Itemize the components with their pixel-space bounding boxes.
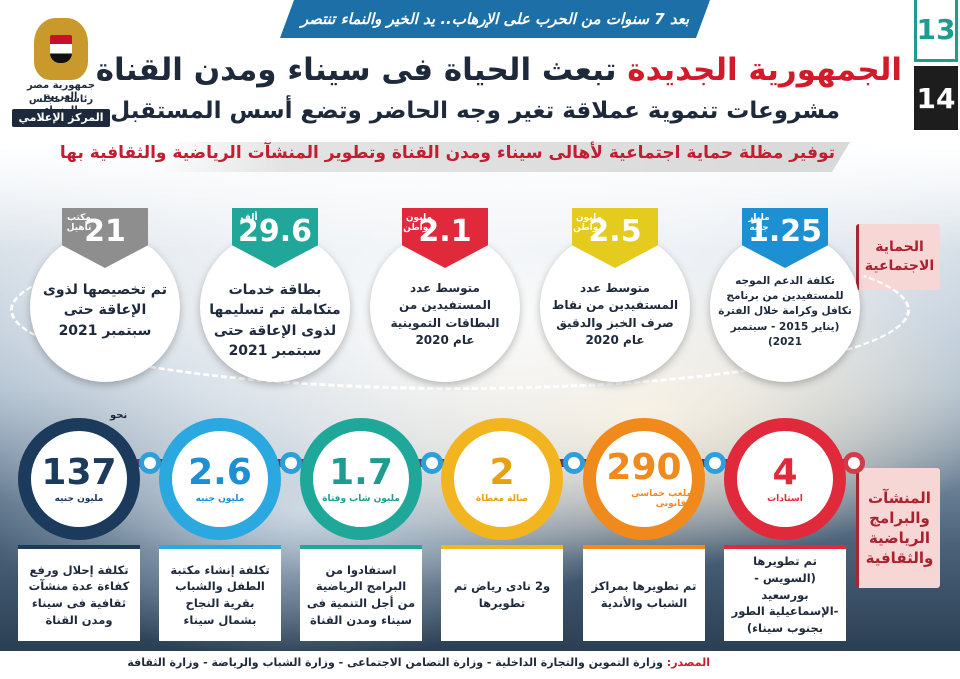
social-item-unit: مكتب تأهيل: [66, 213, 92, 233]
footer-sources: المصدر: وزارة التموين والتجارة الداخلية …: [127, 656, 710, 669]
social-item-1: 1.25 مليار جنيه تكلفة الدعم الموجه للمست…: [710, 208, 860, 382]
footer-label: المصدر:: [666, 656, 710, 669]
sports-item-value: 290: [606, 446, 682, 488]
sports-item-6: 137 مليون جنيه نحو: [18, 410, 148, 548]
sports-item-inner: 137 مليون جنيه: [31, 431, 127, 527]
page-title: الجمهورية الجديدة تبعث الحياة فى سيناء و…: [96, 52, 902, 88]
social-item-value: 29.6: [237, 214, 313, 249]
sports-item-inner: 2.6 مليون جنيه: [172, 431, 268, 527]
sports-item-inner: 2 صالة مغطاة: [454, 431, 550, 527]
timeline-dot: [563, 452, 585, 474]
social-item-text: متوسط عدد المستفيدين من نقاط صرف الخبز و…: [551, 281, 679, 348]
title-rest: تبعث الحياة فى سيناء ومدن القناة: [95, 52, 617, 88]
timeline-dot: [139, 452, 161, 474]
section-label-social: الحماية الاجتماعية: [856, 224, 940, 290]
sports-item-unit: مليون جنيه: [195, 493, 245, 504]
social-item-value: 2.5: [588, 214, 642, 249]
section-label-sports: المنشآت والبرامج الرياضية والثقافية: [856, 468, 940, 588]
sports-item-inner: 1.7 مليون شاب وفتاة: [313, 431, 409, 527]
social-item-unit: مليار جنيه: [748, 213, 770, 233]
sports-item-unit: صالة مغطاة: [475, 493, 529, 504]
social-item-value: 1.25: [747, 214, 823, 249]
sports-item-text: تم تطويرها بمراكز الشباب والأندية: [583, 545, 705, 641]
sports-item-ring: 2 صالة مغطاة: [441, 418, 563, 540]
social-item-badge: 21: [62, 208, 148, 268]
top-banner: بعد 7 سنوات من الحرب على الإرهاب.. يد ال…: [280, 0, 710, 38]
sports-item-value: 137: [41, 451, 117, 493]
sports-item-text: تكلفة إحلال ورفع كفاءة عدة منشآت ثقافية …: [18, 545, 140, 641]
sports-item-ring: 1.7 مليون شاب وفتاة: [300, 418, 422, 540]
sports-item-value: 4: [772, 451, 798, 493]
page-number-next: 14: [914, 66, 958, 130]
row1-connector: [10, 230, 910, 390]
footer-sources-list: وزارة التموين والتجارة الداخلية - وزارة …: [127, 656, 663, 669]
social-item-unit: مليون مواطن: [403, 213, 434, 233]
sports-item-text: استفادوا من البرامج الرياضية من أجل التن…: [300, 545, 422, 641]
footer-band: [0, 651, 960, 679]
sports-item-ring: 290 ملعب خماسى وقانونى: [583, 418, 705, 540]
social-item-text: بطاقة خدمات متكاملة تم تسليمها لذوى الإع…: [209, 282, 341, 359]
sports-item-text: تم تطويرها (السويس - بورسعيد -الإسماعيلي…: [724, 545, 846, 641]
eagle-emblem-icon: [34, 18, 88, 80]
sports-item-5: 2.6 مليون جنيه: [159, 418, 289, 548]
social-item-text: تكلفة الدعم الموجه للمستفيدين من برنامج …: [718, 275, 852, 348]
social-item-badge: 1.25: [742, 208, 828, 268]
logo-line-1: جمهورية مصر العربية: [26, 80, 96, 102]
sports-item-value: 2: [489, 451, 515, 493]
timeline-dot: [421, 452, 443, 474]
flag-shield-icon: [50, 35, 72, 63]
timeline-dot: [704, 452, 726, 474]
sports-item-value: 1.7: [329, 451, 393, 493]
sports-item-text: تكلفة إنشاء مكتبة الطفل والشباب بقرية ال…: [159, 545, 281, 641]
social-item-5: 21 مكتب تأهيل تم تخصيصها لذوى الإعاقة حت…: [30, 208, 180, 382]
sports-item-unit: مليون شاب وفتاة: [322, 493, 400, 504]
sports-item-value: 2.6: [188, 451, 252, 493]
social-item-unit: ألف: [240, 213, 258, 223]
sports-item-text: و2 نادى رياض تم تطويرها: [441, 545, 563, 641]
sports-item-3: 2 صالة مغطاة: [441, 418, 571, 548]
timeline-dot: [280, 452, 302, 474]
sports-item-inner: 4 استادات: [737, 431, 833, 527]
sports-item-unit: مليون جنيه: [54, 493, 104, 504]
social-item-4: 29.6 ألف بطاقة خدمات متكاملة تم تسليمها …: [200, 208, 350, 382]
social-item-2: 2.5 مليون مواطن متوسط عدد المستفيدين من …: [540, 208, 690, 382]
sports-item-ring: 137 مليون جنيه: [18, 418, 140, 540]
page-number-current: 13: [914, 0, 958, 62]
sports-item-note: نحو: [110, 410, 128, 421]
social-item-unit: مليون مواطن: [573, 213, 604, 233]
timeline-dot: [843, 452, 865, 474]
sports-item-1: 4 استادات: [724, 418, 854, 548]
social-item-value: 2.1: [418, 214, 472, 249]
sports-item-2: 290 ملعب خماسى وقانونى: [583, 418, 713, 548]
tagline-band: [160, 142, 850, 172]
logo-line-3: المركز الإعلامي: [12, 109, 110, 127]
cabinet-logo: جمهورية مصر العربية رئاسة مجلس الوزراء ا…: [12, 18, 110, 128]
social-item-text: تم تخصيصها لذوى الإعاقة حتى سبتمبر 2021: [42, 282, 167, 339]
tagline: توفير مظلة حماية اجتماعية لأهالى سيناء و…: [59, 143, 835, 163]
sports-item-unit: استادات: [767, 493, 803, 504]
social-item-3: 2.1 مليون مواطن متوسط عدد المستفيدين من …: [370, 208, 520, 382]
sports-item-4: 1.7 مليون شاب وفتاة: [300, 418, 430, 548]
sports-item-ring: 4 استادات: [724, 418, 846, 540]
sports-item-unit: ملعب خماسى وقانونى: [631, 488, 692, 509]
sports-item-ring: 2.6 مليون جنيه: [159, 418, 281, 540]
page-subtitle: مشروعات تنموية عملاقة تغير وجه الحاضر وت…: [110, 98, 840, 124]
sports-item-inner: 290 ملعب خماسى وقانونى: [596, 431, 692, 527]
social-item-value: 21: [84, 214, 126, 249]
social-item-text: متوسط عدد المستفيدين من البطاقات التموين…: [390, 281, 500, 348]
title-highlight: الجمهورية الجديدة: [627, 52, 902, 88]
